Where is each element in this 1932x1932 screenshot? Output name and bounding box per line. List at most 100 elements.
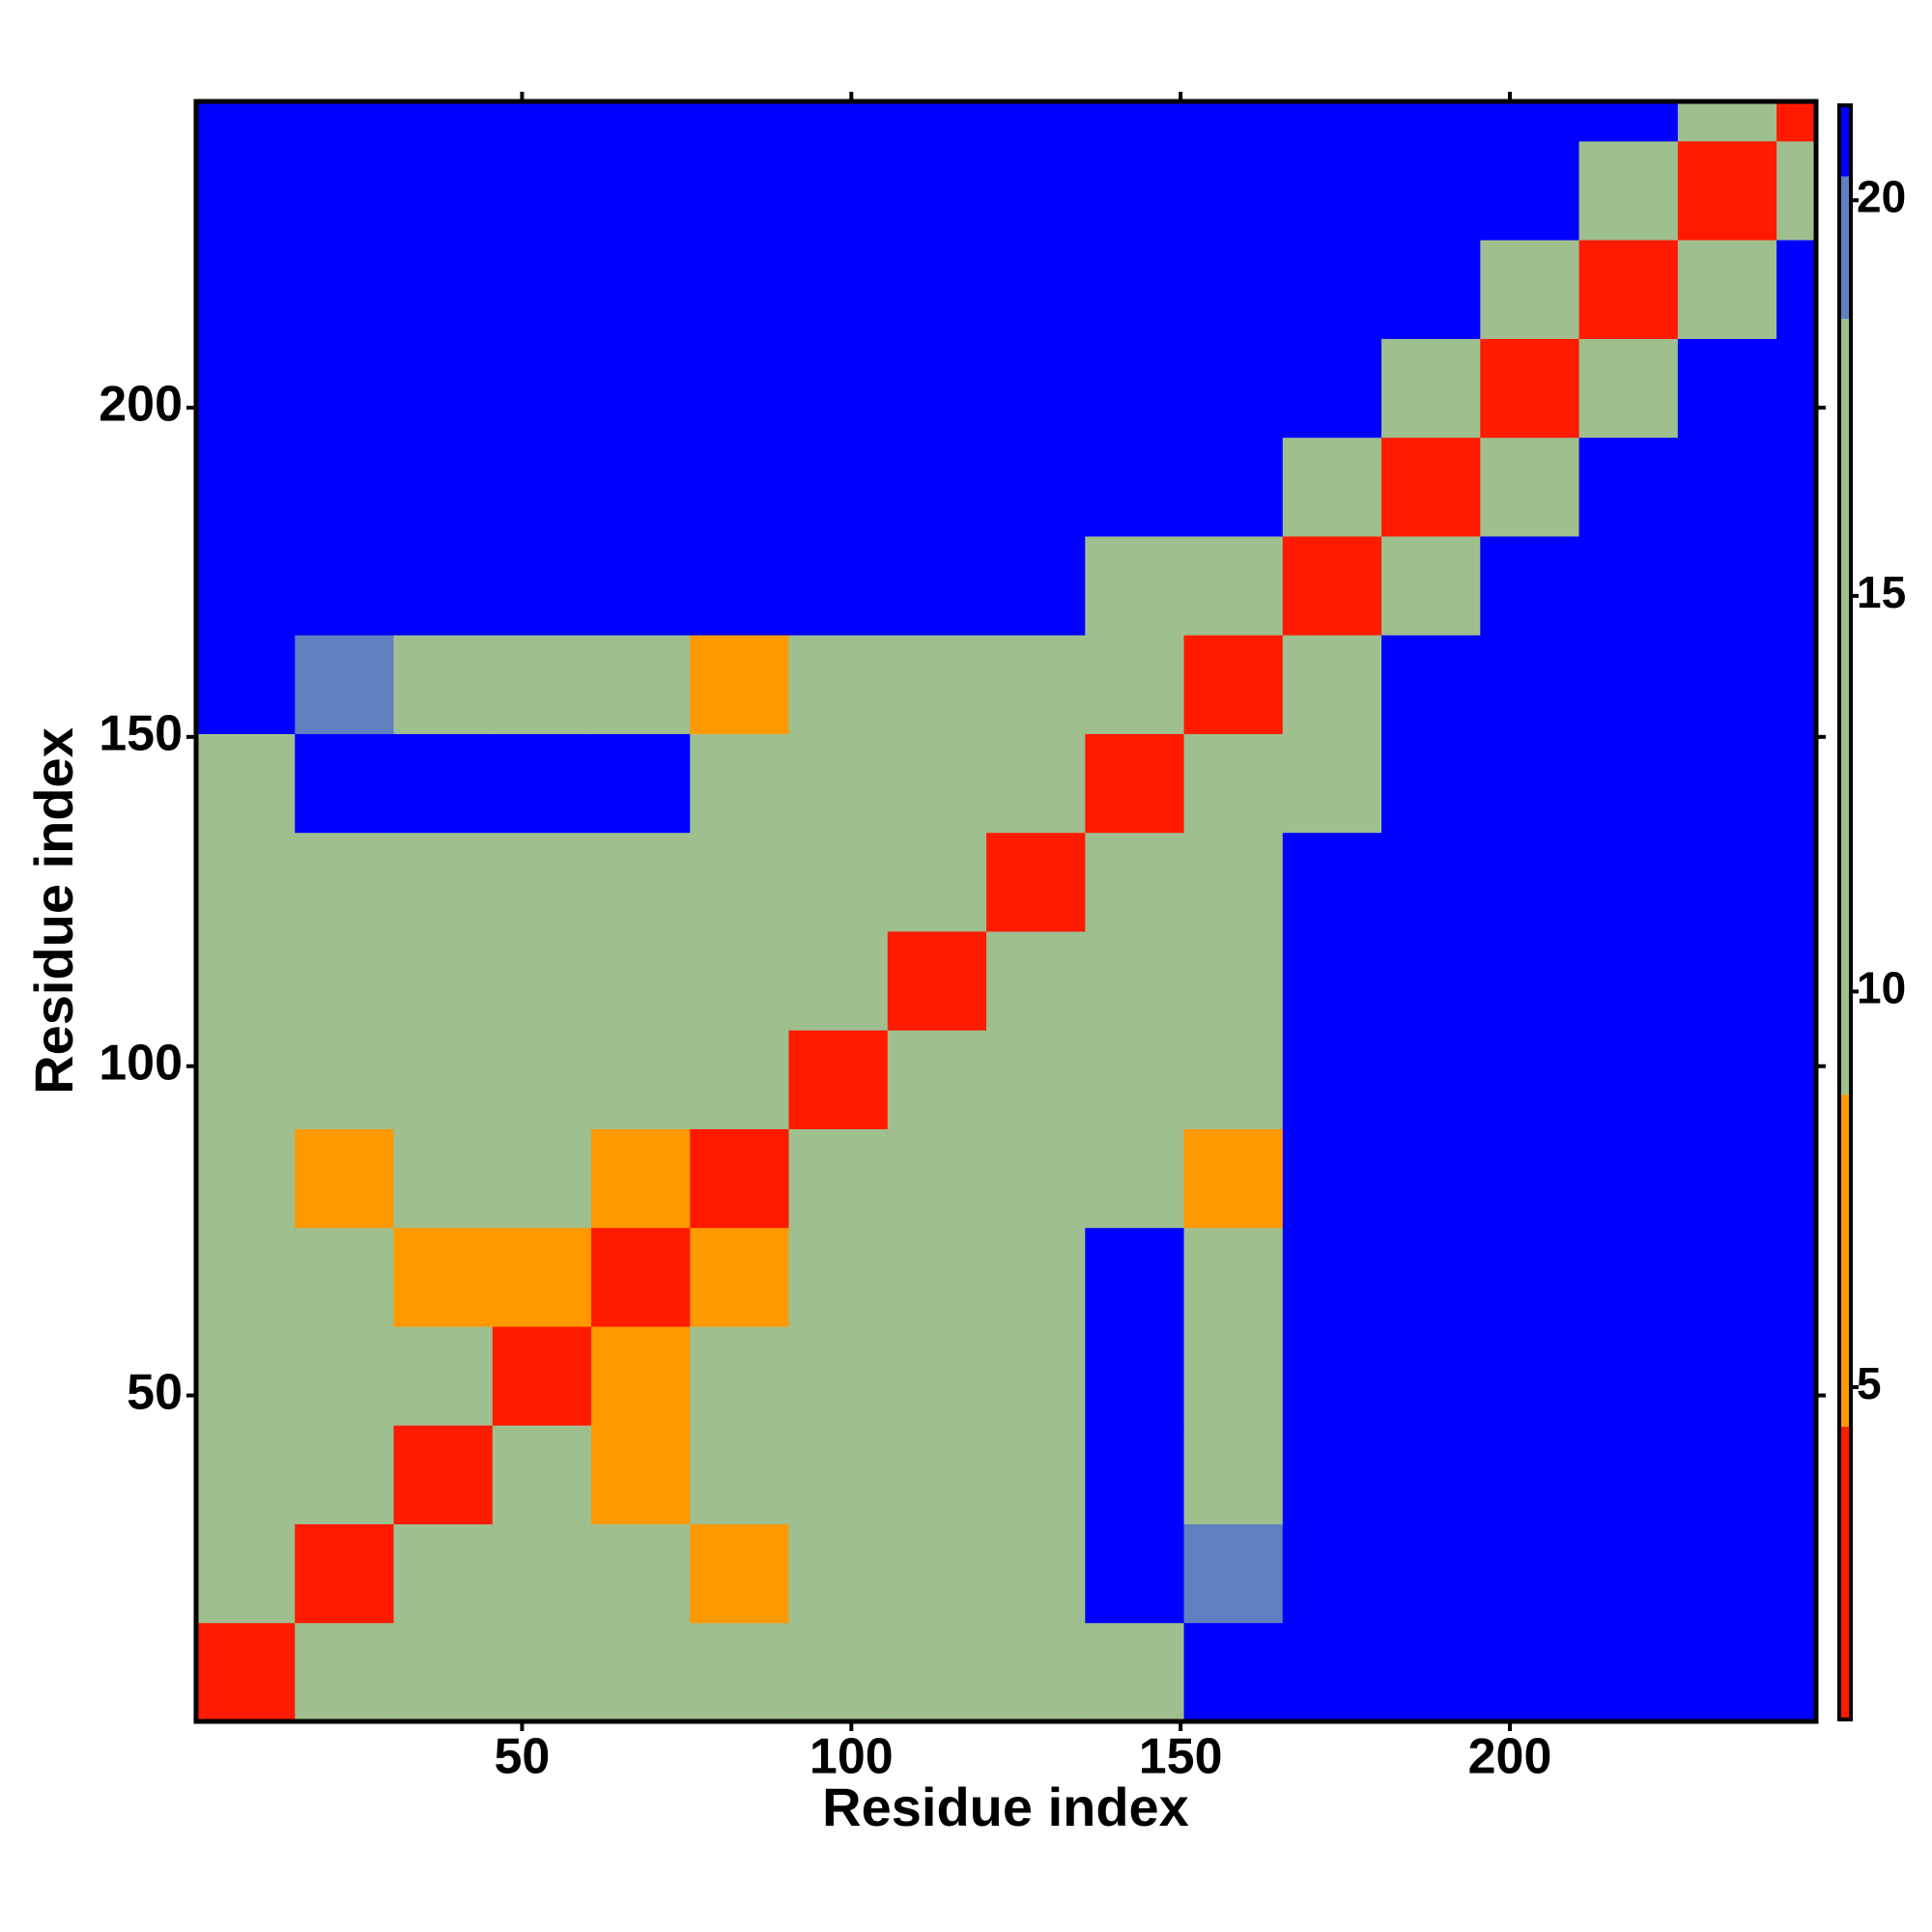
- heatmap-cell: [788, 1227, 889, 1327]
- heatmap-cell: [1282, 832, 1382, 932]
- heatmap-cell: [788, 832, 889, 932]
- heatmap-cell: [1776, 140, 1817, 241]
- heatmap-cell: [1085, 437, 1185, 537]
- heatmap-cell: [986, 1425, 1086, 1524]
- heatmap-cell: [1677, 1128, 1777, 1229]
- heatmap-cell: [986, 1622, 1086, 1722]
- heatmap-cell: [295, 1523, 395, 1624]
- heatmap-cell: [295, 338, 395, 439]
- heatmap-cell: [788, 240, 889, 339]
- heatmap-cell: [1381, 930, 1481, 1031]
- heatmap-cell: [196, 832, 296, 932]
- heatmap-cell: [295, 1622, 395, 1722]
- heatmap-cell: [887, 1325, 987, 1426]
- heatmap-cell: [492, 240, 592, 339]
- x-tick-label: 150: [1139, 1729, 1223, 1785]
- heatmap-cell: [1578, 1128, 1679, 1229]
- heatmap-cell: [1480, 1030, 1580, 1129]
- heatmap-cell: [492, 1523, 592, 1624]
- heatmap-cell: [1776, 1622, 1817, 1722]
- heatmap-cell: [196, 437, 296, 537]
- colorbar-tick-label: 20: [1857, 171, 1906, 221]
- heatmap-cell: [196, 1425, 296, 1524]
- heatmap-cell: [393, 437, 494, 537]
- heatmap-cell: [196, 930, 296, 1031]
- heatmap-cell: [1085, 930, 1185, 1031]
- heatmap-cell: [1282, 1622, 1382, 1722]
- heatmap-cell: [986, 1325, 1086, 1426]
- heatmap-cell: [788, 1030, 889, 1129]
- colorbar-tick-label: 5: [1857, 1358, 1882, 1408]
- colorbar-segment: [1839, 1094, 1851, 1427]
- heatmap-cell: [788, 635, 889, 734]
- heatmap-cell: [1085, 140, 1185, 241]
- heatmap-cell: [788, 930, 889, 1031]
- heatmap-cell: [690, 140, 790, 241]
- heatmap-cell: [1480, 535, 1580, 636]
- heatmap-cell: [295, 635, 395, 734]
- heatmap-cell: [1776, 930, 1817, 1031]
- heatmap-cell: [1677, 140, 1777, 241]
- heatmap-cell: [393, 1325, 494, 1426]
- heatmap-cell: [591, 1030, 691, 1129]
- heatmap-cell: [1776, 535, 1817, 636]
- heatmap-cell: [295, 1030, 395, 1129]
- heatmap-cell: [1183, 437, 1284, 537]
- heatmap-cell: [887, 1425, 987, 1524]
- heatmap-cell: [1282, 733, 1382, 834]
- heatmap-cell: [1776, 1227, 1817, 1327]
- heatmap-cell: [1677, 437, 1777, 537]
- heatmap-cell: [1183, 1523, 1284, 1624]
- heatmap-cell: [1085, 1523, 1185, 1624]
- heatmap-cell: [1085, 338, 1185, 439]
- heatmap-cell: [1381, 1227, 1481, 1327]
- heatmap-cell: [1282, 240, 1382, 339]
- heatmap-cell: [1480, 1622, 1580, 1722]
- heatmap-cell: [1282, 1128, 1382, 1229]
- heatmap-cell: [1381, 1523, 1481, 1624]
- colorbar-tick-label: 10: [1857, 963, 1906, 1013]
- heatmap-cell: [196, 635, 296, 734]
- heatmap-cell: [1085, 1425, 1185, 1524]
- heatmap-cell: [492, 1622, 592, 1722]
- heatmap-cell: [1776, 832, 1817, 932]
- heatmap-cell: [1381, 635, 1481, 734]
- heatmap-cell: [196, 1325, 296, 1426]
- heatmap-cell: [1578, 1030, 1679, 1129]
- heatmap-cell: [1480, 101, 1580, 142]
- heatmap-cell: [1183, 1325, 1284, 1426]
- heatmap-cell: [1381, 1128, 1481, 1229]
- heatmap-cell: [591, 1227, 691, 1327]
- heatmap-cell: [1677, 733, 1777, 834]
- heatmap-cell: [690, 1030, 790, 1129]
- heatmap-cell: [986, 437, 1086, 537]
- heatmap-cell: [986, 1128, 1086, 1229]
- heatmap-cell: [1677, 1325, 1777, 1426]
- heatmap-cell: [1677, 1523, 1777, 1624]
- heatmap-cell: [887, 832, 987, 932]
- heatmap-cell: [1282, 1523, 1382, 1624]
- heatmap-cell: [1480, 338, 1580, 439]
- heatmap-cell: [1776, 101, 1817, 142]
- heatmap-cell: [690, 1523, 790, 1624]
- heatmap-cell: [986, 635, 1086, 734]
- heatmap-cell: [295, 140, 395, 241]
- heatmap-cell: [887, 140, 987, 241]
- heatmap-cell: [788, 437, 889, 537]
- heatmap-cell: [1282, 1227, 1382, 1327]
- plot-frame: [193, 99, 1819, 1724]
- heatmap-cell: [492, 635, 592, 734]
- heatmap-cell: [986, 101, 1086, 142]
- heatmap-cell: [1381, 338, 1481, 439]
- heatmap-cell: [196, 338, 296, 439]
- heatmap-cell: [1776, 1030, 1817, 1129]
- heatmap-cell: [492, 101, 592, 142]
- heatmap-cell: [1183, 832, 1284, 932]
- heatmap-cell: [591, 140, 691, 241]
- heatmap-cell: [591, 1523, 691, 1624]
- heatmap-cell: [1381, 1425, 1481, 1524]
- heatmap-cell: [591, 437, 691, 537]
- heatmap-cell: [492, 437, 592, 537]
- heatmap-cell: [788, 101, 889, 142]
- y-tick-label: 100: [99, 1035, 183, 1091]
